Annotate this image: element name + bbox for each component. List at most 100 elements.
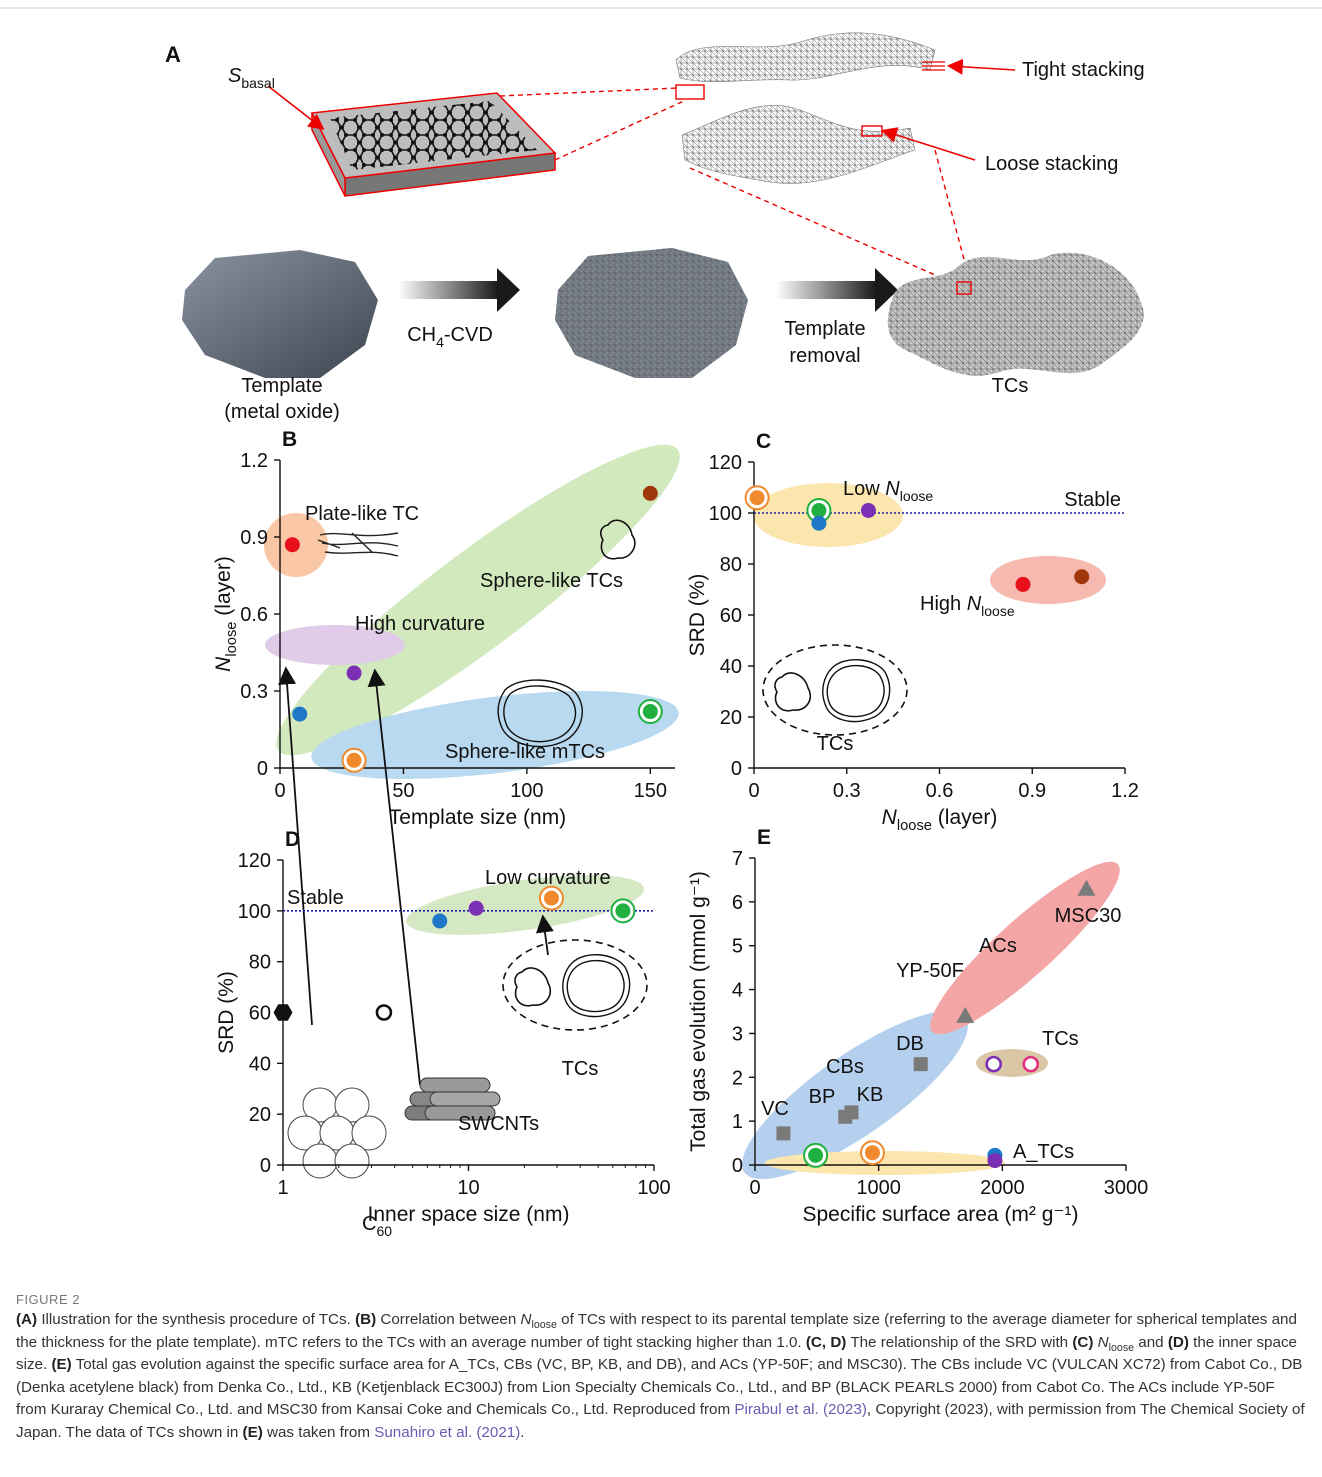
caption-run: Correlation between — [376, 1311, 520, 1328]
point — [808, 1148, 823, 1163]
point — [643, 486, 658, 501]
point — [347, 666, 362, 681]
point — [292, 707, 307, 722]
shell-icon — [563, 955, 630, 1017]
x-tick-label: 50 — [392, 780, 414, 802]
x-axis-label: Nloose (layer) — [882, 806, 998, 834]
point — [615, 903, 630, 918]
data-point — [343, 749, 366, 772]
data-point — [1024, 1057, 1038, 1071]
caption-run: N — [1098, 1334, 1109, 1351]
data-point — [844, 1105, 858, 1119]
data-point — [347, 666, 362, 681]
x-tick-label: 100 — [510, 780, 543, 802]
point — [987, 1153, 1002, 1168]
x-tick-label: 3000 — [1104, 1177, 1149, 1199]
caption-run: was taken from — [263, 1424, 374, 1441]
x-axis-label: Template size (nm) — [389, 806, 566, 829]
data-point — [274, 1004, 293, 1020]
caption-run: loose — [532, 1319, 557, 1331]
text-part: (layer) — [932, 806, 997, 829]
x-tick-label: 0 — [748, 780, 759, 802]
x-tick-label: 0.9 — [1018, 780, 1046, 802]
annotation: SWCNTs — [458, 1113, 539, 1135]
y-axis-label: SRD (%) — [686, 574, 709, 657]
citation-link[interactable]: Sunahiro et al. (2021) — [374, 1424, 520, 1441]
coated-particle — [555, 248, 748, 378]
x-tick-label: 1 — [277, 1177, 288, 1199]
y-tick-label: 100 — [238, 901, 271, 923]
y-tick-label: 0.3 — [240, 681, 268, 703]
data-point — [861, 503, 876, 518]
text-part: 60 — [376, 1223, 392, 1239]
y-tick-label: 2 — [732, 1067, 743, 1089]
point — [1015, 577, 1030, 592]
tube — [420, 1078, 490, 1092]
annotation: YP-50F — [896, 960, 964, 982]
caption-run: (A) — [16, 1311, 37, 1328]
label: Tight stacking — [1022, 59, 1145, 81]
annotation: Sphere-like mTCs — [445, 741, 605, 763]
point — [811, 516, 826, 531]
blob-icon — [775, 673, 810, 711]
annotation: TCs — [817, 733, 854, 755]
x-tick-label: 0 — [274, 780, 285, 802]
fullerene — [303, 1144, 337, 1178]
y-tick-label: 20 — [720, 707, 742, 729]
y-tick-label: 0.9 — [240, 527, 268, 549]
point — [377, 1006, 391, 1020]
x-axis-label: Inner space size (nm) — [368, 1203, 570, 1226]
point — [469, 901, 484, 916]
text-part: 4 — [436, 334, 444, 350]
annotation: MSC30 — [1055, 905, 1122, 927]
tc-outline — [503, 940, 647, 1030]
y-tick-label: 0 — [731, 758, 742, 780]
caption-run: The relationship of the SRD with — [846, 1334, 1072, 1351]
y-axis-label: Nloose (layer) — [212, 556, 240, 672]
point — [844, 1105, 858, 1119]
caption-run: N — [521, 1311, 532, 1328]
y-tick-label: 120 — [238, 850, 271, 872]
text-part: loose — [897, 818, 932, 834]
tube — [430, 1092, 500, 1106]
data-point — [285, 537, 300, 552]
annotation: ACs — [979, 935, 1017, 957]
data-point — [377, 1006, 391, 1020]
x-tick-label: 10 — [457, 1177, 479, 1199]
x-tick-label: 1000 — [856, 1177, 901, 1199]
text-part: CH — [407, 324, 436, 346]
point — [861, 503, 876, 518]
data-point — [804, 1144, 827, 1167]
data-point — [987, 1153, 1002, 1168]
annotation: BP — [809, 1086, 836, 1108]
label: Template — [784, 318, 865, 340]
point — [776, 1126, 790, 1140]
x-tick-label: 150 — [634, 780, 667, 802]
process-arrow — [497, 268, 520, 312]
y-tick-label: 6 — [732, 892, 743, 914]
point — [347, 753, 362, 768]
panel-label: B — [282, 428, 297, 451]
y-tick-label: 20 — [249, 1104, 271, 1126]
text-part: Low — [843, 478, 885, 500]
point — [865, 1145, 880, 1160]
x-tick-label: 0.3 — [833, 780, 861, 802]
panel-label: A — [165, 42, 181, 67]
caption-run: (E) — [51, 1356, 71, 1373]
caption-run: and — [1134, 1334, 1168, 1351]
caption-run: . — [520, 1424, 524, 1441]
x-tick-label: 2000 — [980, 1177, 1025, 1199]
data-point — [776, 1126, 790, 1140]
annotation: CBs — [826, 1056, 864, 1078]
y-tick-label: 1 — [732, 1111, 743, 1133]
region — [913, 844, 1136, 1053]
point — [987, 1057, 1001, 1071]
label: Sbasal — [228, 65, 275, 91]
caption: FIGURE 2 (A) Illustration for the synthe… — [16, 1292, 1308, 1444]
x-tick-label: 100 — [637, 1177, 670, 1199]
citation-link[interactable]: Pirabul et al. (2023) — [734, 1401, 867, 1418]
text-part: N — [882, 806, 898, 829]
annotation: Low curvature — [485, 867, 611, 889]
zoom-line — [500, 88, 678, 96]
y-tick-label: 40 — [720, 656, 742, 678]
